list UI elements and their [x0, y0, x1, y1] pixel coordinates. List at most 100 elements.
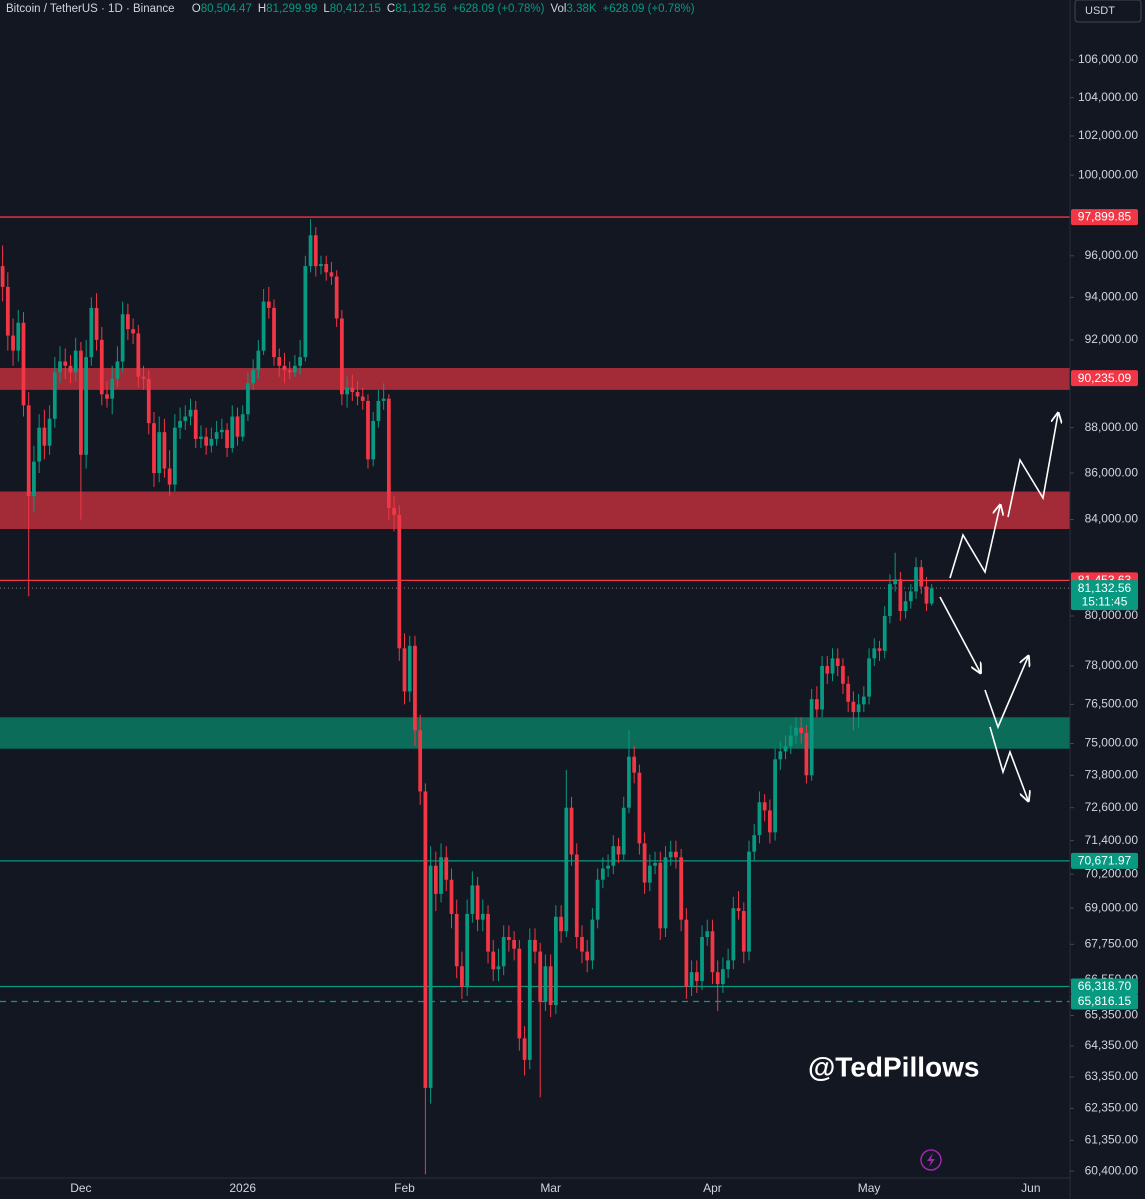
candle-body	[674, 851, 678, 858]
candle-body	[402, 648, 407, 692]
candle-body	[914, 567, 918, 592]
candle-body	[929, 588, 934, 604]
candle-body	[219, 429, 224, 433]
candle-body	[533, 939, 537, 952]
candle-body	[272, 307, 276, 358]
candle-body	[251, 370, 256, 384]
candle-body	[355, 392, 360, 397]
candle-body	[11, 335, 15, 351]
candle-body	[282, 365, 287, 371]
candle-body	[877, 648, 882, 651]
candle-body	[788, 735, 793, 747]
level-price-label-box	[1071, 993, 1138, 1010]
y-tick-label: 86,000.00	[1085, 465, 1139, 479]
y-tick-label: 78,000.00	[1085, 658, 1139, 672]
candle-body	[773, 759, 777, 833]
candle-body	[214, 432, 219, 439]
candle-body	[632, 756, 637, 773]
candle-body	[898, 579, 903, 612]
candle-body	[888, 584, 892, 616]
x-tick-label: Apr	[703, 1181, 722, 1195]
candle-body	[705, 931, 710, 938]
candle-body	[298, 357, 303, 366]
y-tick-label: 75,000.00	[1085, 736, 1139, 750]
candle-body	[480, 913, 485, 920]
candle-body	[470, 885, 475, 914]
y-tick-label: 60,400.00	[1085, 1163, 1139, 1177]
candle-body	[308, 235, 313, 267]
candle-body	[178, 420, 182, 428]
candle-body	[0, 266, 5, 287]
currency-button[interactable]: USDT	[1074, 0, 1142, 23]
candle-body	[162, 432, 167, 469]
levels	[0, 216, 1070, 1003]
field-key: L	[323, 3, 330, 15]
candle-body	[580, 937, 584, 952]
candle-body	[5, 286, 10, 336]
candle-body	[157, 432, 162, 474]
candle-body	[21, 322, 26, 406]
candle-body	[141, 376, 146, 379]
candle-body	[460, 966, 464, 988]
x-tick-label: 2026	[229, 1181, 256, 1195]
zone	[0, 367, 1070, 390]
candle-body	[152, 423, 156, 474]
arrow-up-path	[949, 506, 1000, 579]
candle-body	[339, 318, 344, 395]
candle-body	[767, 810, 772, 833]
x-tick-label: Feb	[394, 1181, 415, 1195]
y-tick-label: 62,350.00	[1085, 1101, 1139, 1115]
candle-body	[757, 802, 762, 836]
candle-body	[564, 807, 569, 932]
lightning-icon[interactable]	[920, 1149, 942, 1171]
candle-body	[569, 807, 574, 855]
volume-key: Vol	[550, 3, 566, 15]
y-tick-label: 67,750.00	[1085, 936, 1139, 950]
price-axis: 106,000.00 104,000.00 102,000.00 100,000.00…	[1070, 52, 1138, 1177]
candle-body	[700, 937, 704, 982]
zone	[0, 717, 1070, 749]
candle-body	[689, 972, 694, 988]
candle-body	[684, 919, 689, 988]
candle-body	[313, 235, 318, 267]
candle-body	[266, 301, 271, 308]
candle-body	[99, 339, 104, 395]
field-value: 80,412.15	[330, 3, 381, 15]
candle-body	[230, 416, 235, 448]
candle-body	[715, 972, 720, 985]
candle-body	[616, 846, 621, 855]
candle-body	[418, 730, 423, 792]
candle-body	[345, 387, 349, 395]
candle-body	[277, 357, 282, 366]
candle-body	[543, 966, 548, 1002]
header: Bitcoin / TetherUS · 1D · Binance O80,50…	[6, 3, 695, 15]
candle-body	[240, 414, 245, 437]
y-tick-label: 64,350.00	[1085, 1038, 1139, 1052]
y-tick-label: 96,000.00	[1085, 248, 1139, 262]
candle-body	[444, 857, 449, 880]
candle-body	[366, 400, 370, 460]
candle-body	[841, 665, 845, 684]
y-tick-label: 88,000.00	[1085, 420, 1139, 434]
candle-body	[37, 427, 42, 462]
candle-body	[287, 370, 292, 373]
candle-body	[193, 409, 198, 439]
field-key: H	[258, 3, 266, 15]
candle-body	[507, 937, 511, 940]
candle-body	[867, 658, 871, 697]
candle-body	[851, 701, 856, 713]
candle-body	[89, 307, 94, 358]
candle-body	[334, 276, 339, 319]
candle-body	[486, 913, 490, 952]
y-tick-label: 63,350.00	[1085, 1069, 1139, 1083]
candle-body	[428, 865, 433, 1088]
candle-body	[68, 365, 73, 373]
candle-body	[94, 307, 99, 340]
level-price-label: 70,671.97	[1078, 854, 1132, 868]
candle-body	[261, 301, 266, 351]
candle-body	[814, 699, 819, 710]
candle-body	[167, 468, 172, 485]
candle-body	[386, 398, 391, 508]
